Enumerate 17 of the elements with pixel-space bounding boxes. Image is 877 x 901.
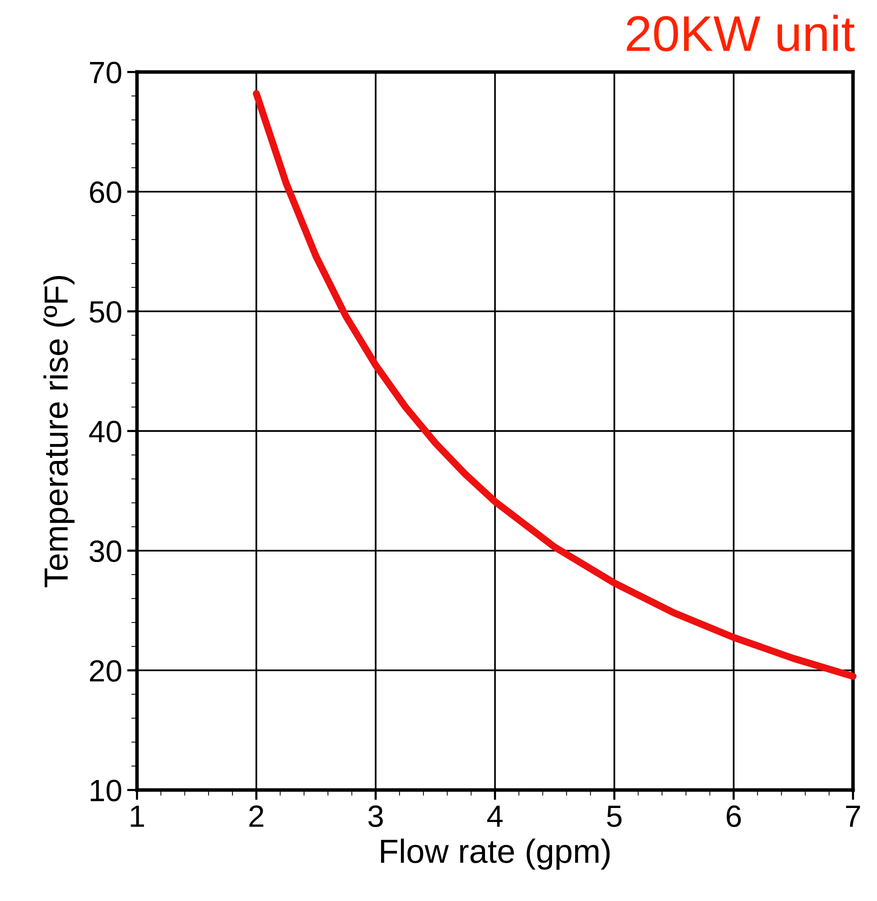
y-tick-label: 10 [90, 780, 122, 802]
chart-title: 20KW unit [626, 14, 855, 52]
x-tick-label: 1 [130, 806, 144, 827]
x-tick-label: 2 [249, 805, 264, 827]
x-tick-label: 3 [368, 805, 383, 828]
x-tick-label: 5 [607, 806, 622, 828]
y-tick-label: 30 [90, 540, 122, 562]
y-tick-label: 20 [90, 660, 122, 682]
x-tick-label: 6 [726, 805, 741, 828]
y-axis-title: Temperature rise (ºF) [43, 276, 75, 588]
x-axis-title: Flow rate (gpm) [381, 838, 610, 870]
x-tick-label: 4 [487, 806, 503, 827]
x-tick-label: 7 [846, 806, 860, 827]
y-tick-label: 60 [90, 181, 122, 204]
y-tick-label: 40 [89, 420, 122, 442]
y-tick-label: 50 [90, 301, 122, 323]
y-tick-label: 70 [90, 62, 122, 84]
